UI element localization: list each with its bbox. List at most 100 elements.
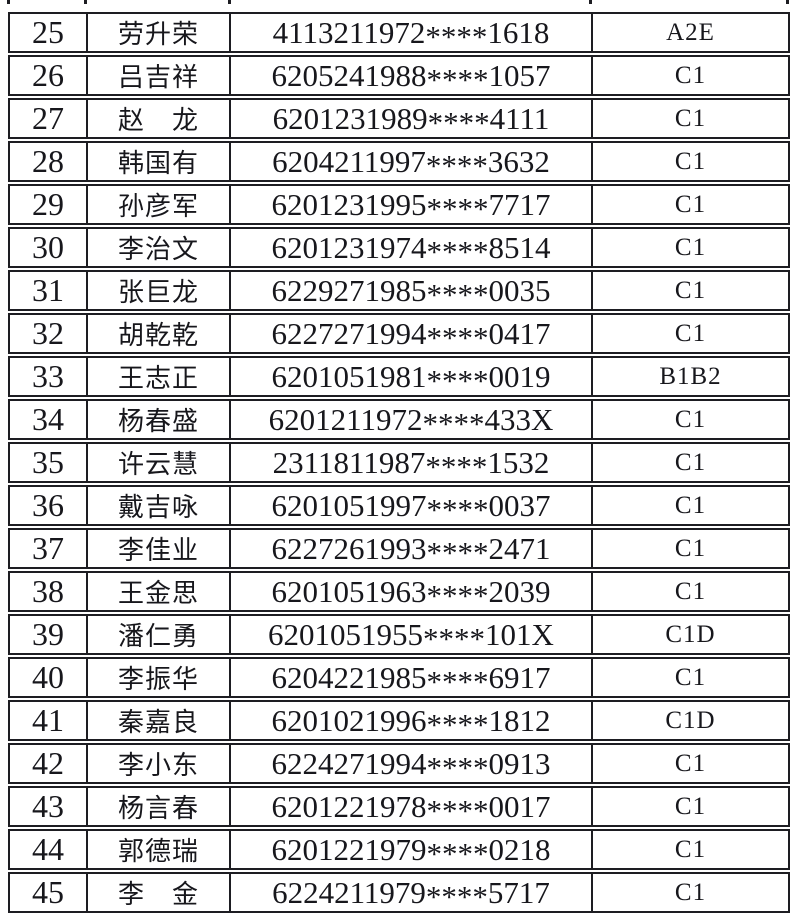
row-number-cell: 42 xyxy=(10,745,88,782)
mask-asterisks: **** xyxy=(426,61,489,94)
name-cell: 张巨龙 xyxy=(88,272,231,309)
border-remnant-tick xyxy=(228,0,231,4)
table-row: 38 王金思 6201051963 **** 2039 C1 xyxy=(8,571,790,612)
license-roster-table: 25 劳升荣 4113211972 **** 1618 A2E 26 吕吉祥 620524198… xyxy=(8,12,790,915)
table-row: 26 吕吉祥 6205241988 **** 1057 C1 xyxy=(8,55,790,96)
id-number-cell: 6224271994 **** 0913 xyxy=(231,745,593,782)
table-row: 44 郭德瑞 6201221979 **** 0218 C1 xyxy=(8,829,790,870)
name-cell: 杨言春 xyxy=(88,788,231,825)
license-class-cell: C1 xyxy=(674,147,707,175)
table-row: 42 李小东 6224271994 **** 0913 C1 xyxy=(8,743,790,784)
mask-asterisks: **** xyxy=(426,319,489,352)
row-number-cell: 39 xyxy=(10,616,88,653)
mask-asterisks: **** xyxy=(426,663,489,696)
mask-asterisks: **** xyxy=(426,749,489,782)
table-row: 37 李佳业 6227261993 **** 2471 C1 xyxy=(8,528,790,569)
license-class-cell: C1 xyxy=(674,319,707,347)
table-row: 34 杨春盛 6201211972 **** 433X C1 xyxy=(8,399,790,440)
name-cell: 杨春盛 xyxy=(88,401,231,438)
table-row: 25 劳升荣 4113211972 **** 1618 A2E xyxy=(8,12,790,53)
mask-asterisks: **** xyxy=(422,405,485,438)
license-class-cell: C1 xyxy=(674,233,707,261)
id-number-cell: 6227271994 **** 0417 xyxy=(231,315,593,352)
mask-asterisks: **** xyxy=(425,878,488,911)
license-class-cell: C1 xyxy=(674,835,707,863)
mask-asterisks: **** xyxy=(427,104,490,137)
id-number-cell: 6205241988 **** 1057 xyxy=(231,57,593,94)
table-row: 29 孙彦军 6201231995 **** 7717 C1 xyxy=(8,184,790,225)
row-number-cell: 41 xyxy=(10,702,88,739)
border-remnant-tick xyxy=(84,0,87,4)
license-class-cell: C1 xyxy=(674,878,707,906)
mask-asterisks: **** xyxy=(426,706,489,739)
row-number-cell: 27 xyxy=(10,100,88,137)
row-number-cell: 35 xyxy=(10,444,88,481)
id-number-cell: 6229271985 **** 0035 xyxy=(231,272,593,309)
license-class-cell: C1 xyxy=(674,534,707,562)
id-number-cell: 6201211972 **** 433X xyxy=(231,401,593,438)
mask-asterisks: **** xyxy=(426,362,489,395)
name-cell: 王志正 xyxy=(88,358,231,395)
mask-asterisks: **** xyxy=(426,190,489,223)
name-cell: 秦嘉良 xyxy=(88,702,231,739)
table-row: 33 王志正 6201051981 **** 0019 B1B2 xyxy=(8,356,790,397)
license-class-cell: C1 xyxy=(674,749,707,777)
row-number-cell: 29 xyxy=(10,186,88,223)
row-number-cell: 32 xyxy=(10,315,88,352)
row-number-cell: 34 xyxy=(10,401,88,438)
name-cell: 韩国有 xyxy=(88,143,231,180)
row-number-cell: 45 xyxy=(10,874,88,911)
id-number-cell: 6204221985 **** 6917 xyxy=(231,659,593,696)
license-class-cell: C1 xyxy=(674,405,707,433)
id-number-cell: 6201021996 **** 1812 xyxy=(231,702,593,739)
mask-asterisks: **** xyxy=(426,577,489,610)
name-cell: 李 金 xyxy=(88,874,231,911)
mask-asterisks: **** xyxy=(426,276,489,309)
license-class-cell: C1 xyxy=(674,190,707,218)
mask-asterisks: **** xyxy=(426,835,489,868)
id-number-cell: 6201231974 **** 8514 xyxy=(231,229,593,266)
name-cell: 李佳业 xyxy=(88,530,231,567)
id-number-cell: 6201231995 **** 7717 xyxy=(231,186,593,223)
table-row: 35 许云慧 2311811987 **** 1532 C1 xyxy=(8,442,790,483)
id-number-cell: 6201051963 **** 2039 xyxy=(231,573,593,610)
mask-asterisks: **** xyxy=(426,491,489,524)
row-number-cell: 28 xyxy=(10,143,88,180)
table-row: 45 李 金 6224211979 **** 5717 C1 xyxy=(8,872,790,913)
license-class-cell: C1D xyxy=(665,706,716,734)
table-row: 41 秦嘉良 6201021996 **** 1812 C1D xyxy=(8,700,790,741)
id-number-cell: 2311811987 **** 1532 xyxy=(231,444,593,481)
license-class-cell: C1 xyxy=(674,491,707,519)
id-number-cell: 6201051981 **** 0019 xyxy=(231,358,593,395)
name-cell: 郭德瑞 xyxy=(88,831,231,868)
table-row: 27 赵 龙 6201231989 **** 4111 C1 xyxy=(8,98,790,139)
mask-asterisks: **** xyxy=(426,534,489,567)
license-class-cell: C1 xyxy=(674,104,707,132)
border-remnant-tick xyxy=(589,0,592,4)
mask-asterisks: **** xyxy=(425,18,488,51)
mask-asterisks: **** xyxy=(425,448,488,481)
table-row: 32 胡乾乾 6227271994 **** 0417 C1 xyxy=(8,313,790,354)
name-cell: 李振华 xyxy=(88,659,231,696)
name-cell: 李小东 xyxy=(88,745,231,782)
row-number-cell: 37 xyxy=(10,530,88,567)
id-number-cell: 6201221978 **** 0017 xyxy=(231,788,593,825)
row-number-cell: 36 xyxy=(10,487,88,524)
license-class-cell: C1 xyxy=(674,61,707,89)
border-remnant-tick xyxy=(786,0,789,4)
row-number-cell: 38 xyxy=(10,573,88,610)
name-cell: 劳升荣 xyxy=(88,14,231,51)
row-number-cell: 30 xyxy=(10,229,88,266)
id-number-cell: 6227261993 **** 2471 xyxy=(231,530,593,567)
license-class-cell: C1 xyxy=(674,276,707,304)
license-class-cell: B1B2 xyxy=(659,362,722,390)
row-number-cell: 25 xyxy=(10,14,88,51)
table-row: 31 张巨龙 6229271985 **** 0035 C1 xyxy=(8,270,790,311)
row-number-cell: 43 xyxy=(10,788,88,825)
license-class-cell: C1 xyxy=(674,577,707,605)
name-cell: 吕吉祥 xyxy=(88,57,231,94)
license-class-cell: C1 xyxy=(674,792,707,820)
name-cell: 赵 龙 xyxy=(88,100,231,137)
mask-asterisks: **** xyxy=(426,233,489,266)
name-cell: 李治文 xyxy=(88,229,231,266)
